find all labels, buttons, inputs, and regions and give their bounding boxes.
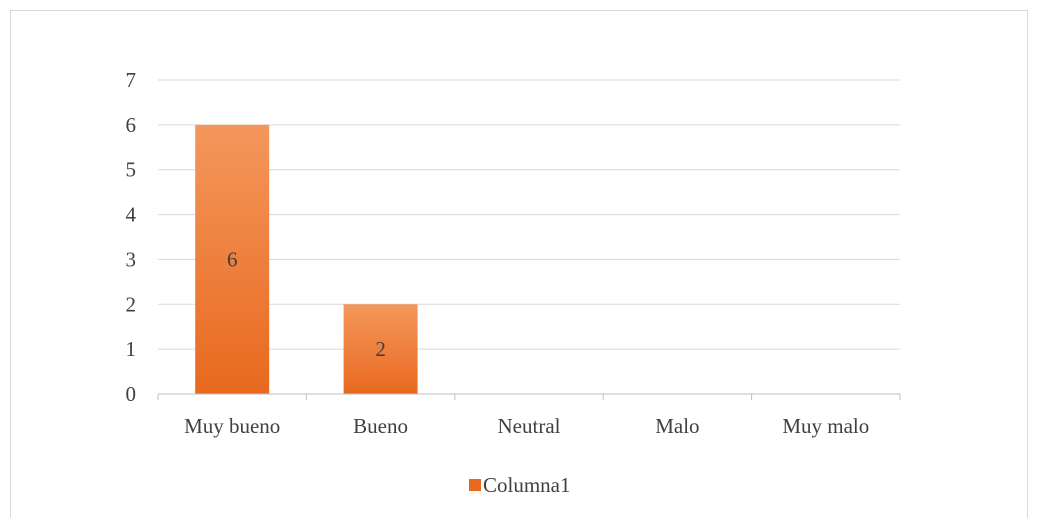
x-tick-label: Muy malo [782, 414, 869, 438]
y-tick-label: 2 [126, 292, 137, 316]
legend-label: Columna1 [483, 473, 571, 497]
bar-bueno [343, 304, 418, 394]
x-tick-label: Malo [655, 414, 699, 438]
bar-muy-bueno [195, 124, 270, 394]
x-axis [157, 393, 901, 400]
y-tick-label: 1 [126, 337, 137, 361]
y-tick-label: 4 [126, 203, 137, 227]
x-tick-label: Muy bueno [184, 414, 280, 438]
data-labels: 6 2 [227, 247, 386, 361]
y-tick-label: 7 [126, 68, 137, 92]
legend-swatch [469, 479, 481, 491]
bars [195, 124, 418, 394]
legend: Columna1 [469, 473, 571, 497]
data-label: 6 [227, 247, 238, 271]
x-tick-label: Bueno [353, 414, 408, 438]
y-tick-label: 5 [126, 158, 137, 182]
y-tick-label: 6 [126, 113, 137, 137]
gridlines [158, 79, 900, 350]
y-axis-ticks: 0 1 2 3 4 5 6 7 [126, 68, 137, 406]
chart-frame [10, 10, 1028, 518]
x-axis-labels: Muy bueno Bueno Neutral Malo Muy malo [184, 414, 869, 438]
y-tick-label: 3 [126, 247, 137, 271]
data-label: 2 [375, 337, 386, 361]
y-tick-label: 0 [126, 382, 137, 406]
x-tick-label: Neutral [498, 414, 561, 438]
